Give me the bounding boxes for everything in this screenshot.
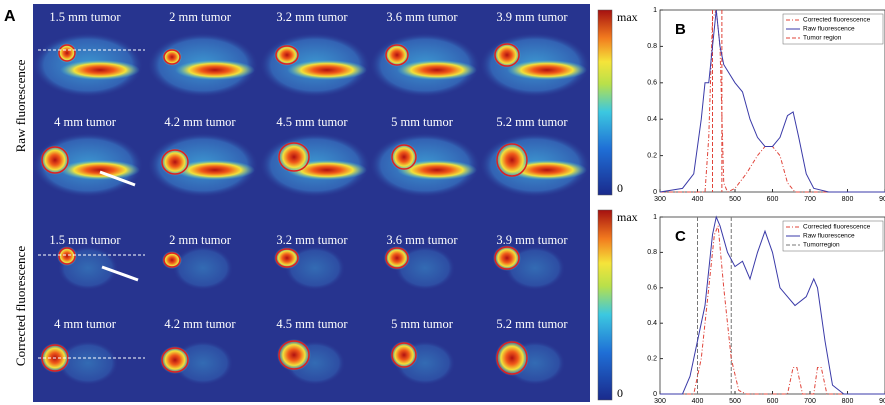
tumor-label: 5.2 mm tumor bbox=[496, 115, 568, 129]
tumor-label: 3.9 mm tumor bbox=[496, 10, 568, 24]
colorbar-min: 0 bbox=[617, 386, 623, 400]
tumor-label: 3.2 mm tumor bbox=[276, 233, 348, 247]
y-tick-label: 0.4 bbox=[647, 116, 657, 123]
y-tick-label: 0.8 bbox=[647, 43, 657, 50]
mouse-body bbox=[173, 246, 233, 290]
tumor-signal bbox=[57, 246, 77, 266]
tumor-signal bbox=[495, 142, 529, 178]
y-tick-label: 1 bbox=[653, 214, 657, 221]
colorbar-max: max bbox=[617, 210, 638, 224]
figure: A Raw fluorescence Corrected fluorescence 1… bbox=[0, 0, 885, 405]
legend-label: Tumor region bbox=[803, 35, 842, 42]
legend-label: Raw fluorescence bbox=[803, 26, 855, 33]
x-tick-label: 300 bbox=[654, 398, 666, 405]
tumor-signal bbox=[40, 145, 70, 175]
tumor-signal bbox=[495, 340, 529, 376]
tumor-signal bbox=[384, 43, 410, 67]
tumor-label: 3.6 mm tumor bbox=[386, 233, 458, 247]
tumor-signal bbox=[493, 245, 521, 271]
page: A Raw fluorescence Corrected fluorescence 1… bbox=[0, 0, 885, 405]
legend-label: Corrected fluorescence bbox=[803, 224, 871, 231]
row-group-label: Corrected fluorescence bbox=[13, 246, 28, 366]
x-tick-label: 900 bbox=[879, 398, 885, 405]
tumor-signal bbox=[160, 346, 190, 374]
signal bbox=[175, 60, 255, 80]
legend-label: Corrected fluorescence bbox=[803, 17, 871, 24]
tumor-label: 5 mm tumor bbox=[391, 115, 454, 129]
signal bbox=[507, 60, 587, 80]
tumor-signal bbox=[274, 44, 300, 66]
x-tick-label: 900 bbox=[879, 196, 885, 203]
tumor-signal bbox=[277, 339, 311, 371]
y-tick-label: 0.4 bbox=[647, 320, 657, 327]
panel-label: A bbox=[4, 8, 16, 25]
tumor-label: 2 mm tumor bbox=[169, 10, 232, 24]
x-tick-label: 800 bbox=[842, 398, 854, 405]
signal bbox=[60, 60, 140, 80]
tumor-label: 3.2 mm tumor bbox=[276, 10, 348, 24]
tumor-label: 4 mm tumor bbox=[54, 317, 117, 331]
tumor-label: 2 mm tumor bbox=[169, 233, 232, 247]
x-tick-label: 700 bbox=[804, 398, 816, 405]
colorbar bbox=[598, 10, 612, 195]
signal bbox=[60, 160, 140, 180]
x-tick-label: 500 bbox=[729, 196, 741, 203]
tumor-label: 5 mm tumor bbox=[391, 317, 454, 331]
legend-label: Raw fluorescence bbox=[803, 233, 855, 240]
tumor-signal bbox=[384, 246, 410, 270]
y-tick-label: 0.2 bbox=[647, 355, 657, 362]
tumor-signal bbox=[277, 141, 311, 173]
tumor-signal bbox=[160, 148, 190, 176]
y-tick-label: 1 bbox=[653, 7, 657, 14]
tumor-label: 1.5 mm tumor bbox=[49, 10, 121, 24]
x-tick-label: 400 bbox=[692, 398, 704, 405]
x-tick-label: 500 bbox=[729, 398, 741, 405]
tumor-signal bbox=[390, 341, 418, 369]
tumor-label: 4.5 mm tumor bbox=[276, 115, 348, 129]
x-tick-label: 400 bbox=[692, 196, 704, 203]
charts: 300 400 500 600 700 800 900 0 0.2 0.4 0.6 0.8 1 B Corr… bbox=[647, 7, 885, 405]
colorbar bbox=[598, 210, 612, 400]
panel-label: B bbox=[675, 21, 686, 38]
y-tick-label: 0.6 bbox=[647, 80, 657, 87]
colorbar-min: 0 bbox=[617, 181, 623, 195]
tumor-label: 1.5 mm tumor bbox=[49, 233, 121, 247]
tumor-label: 3.9 mm tumor bbox=[496, 233, 568, 247]
x-tick-label: 600 bbox=[767, 398, 779, 405]
legend-label: Tumorregion bbox=[803, 242, 840, 249]
tumor-signal bbox=[390, 143, 418, 171]
colorbar-max: max bbox=[617, 10, 638, 24]
tumor-label: 3.6 mm tumor bbox=[386, 10, 458, 24]
tumor-signal bbox=[274, 247, 300, 269]
signal bbox=[397, 60, 477, 80]
tumor-label: 5.2 mm tumor bbox=[496, 317, 568, 331]
y-tick-label: 0 bbox=[653, 189, 657, 196]
panel-label: C bbox=[675, 228, 686, 245]
signal bbox=[287, 60, 367, 80]
y-tick-label: 0.6 bbox=[647, 285, 657, 292]
x-tick-label: 800 bbox=[842, 196, 854, 203]
tumor-label: 4 mm tumor bbox=[54, 115, 117, 129]
y-tick-label: 0 bbox=[653, 391, 657, 398]
tumor-label: 4.5 mm tumor bbox=[276, 317, 348, 331]
x-tick-label: 300 bbox=[654, 196, 666, 203]
tumor-label: 4.2 mm tumor bbox=[164, 115, 236, 129]
x-tick-label: 600 bbox=[767, 196, 779, 203]
tumor-signal bbox=[493, 42, 521, 68]
tumor-label: 4.2 mm tumor bbox=[164, 317, 236, 331]
y-tick-label: 0.2 bbox=[647, 152, 657, 159]
y-tick-label: 0.8 bbox=[647, 249, 657, 256]
row-group-label: Raw fluorescence bbox=[13, 59, 28, 152]
x-tick-label: 700 bbox=[804, 196, 816, 203]
tumor-signal bbox=[57, 43, 77, 63]
